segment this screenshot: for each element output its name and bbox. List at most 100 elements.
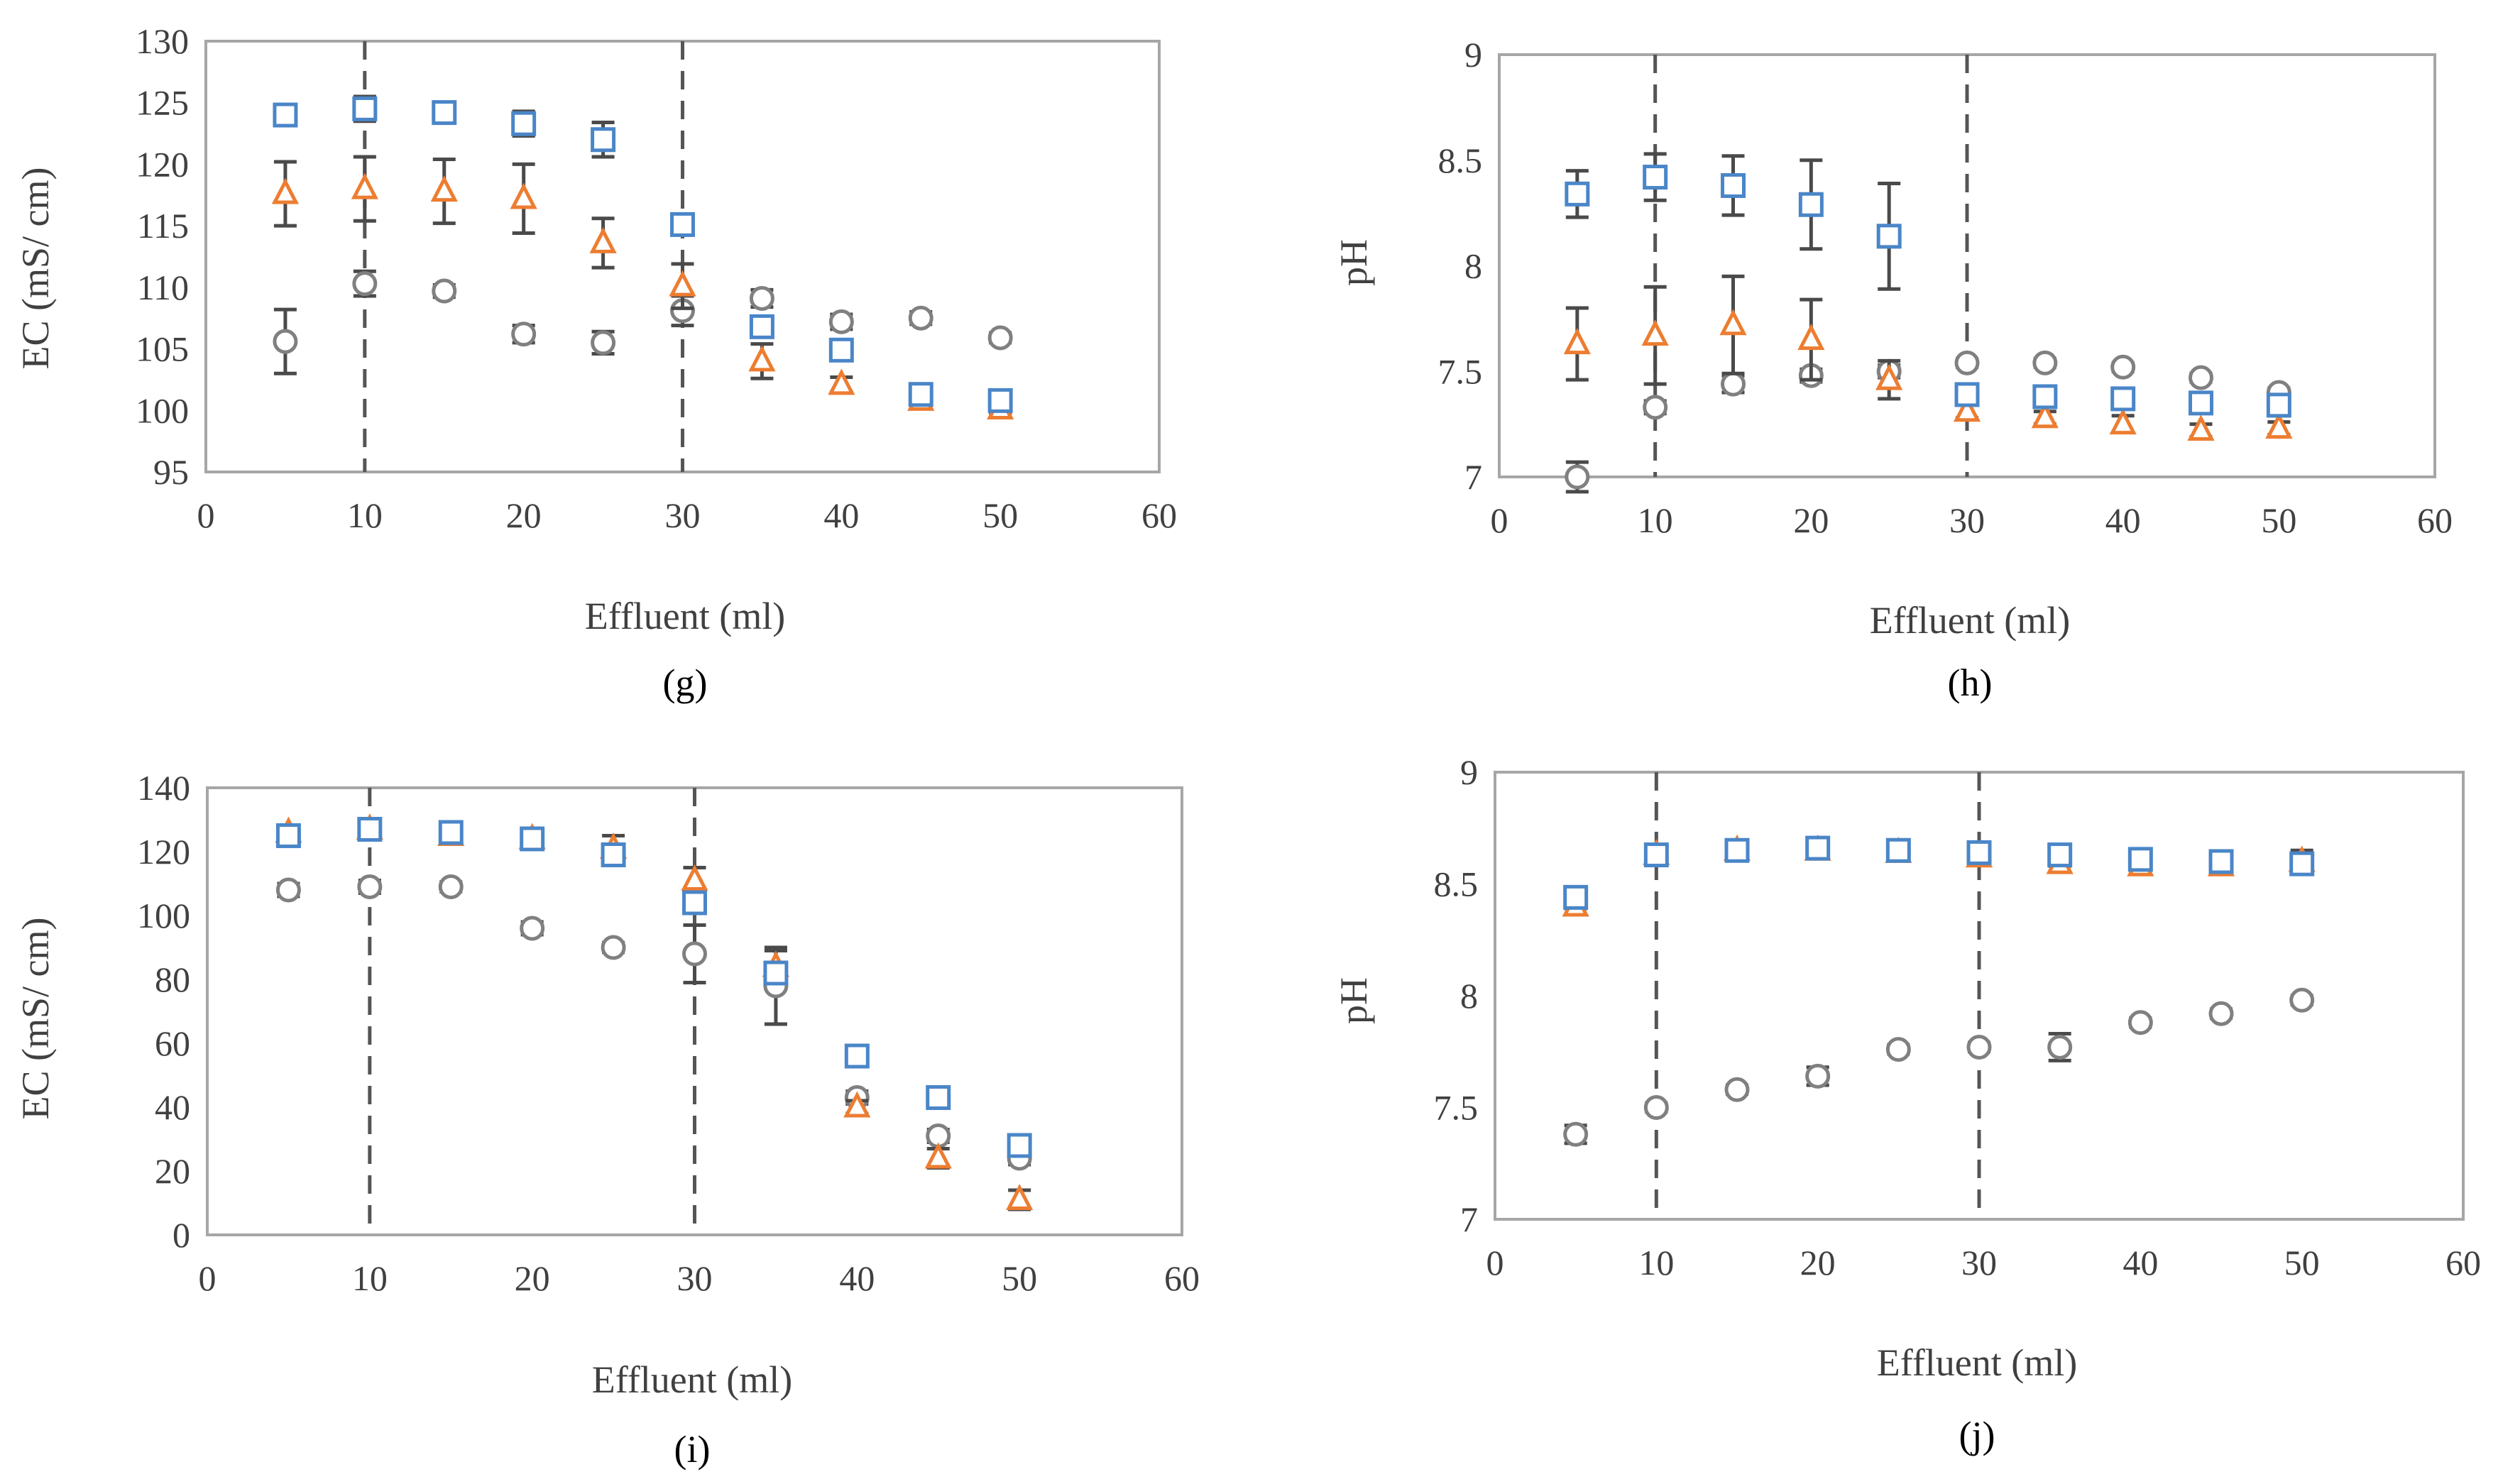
square-point <box>908 382 933 407</box>
square-point <box>2110 386 2136 412</box>
triangle-point <box>1719 309 1747 336</box>
circle-point <box>438 874 464 899</box>
square-point <box>432 100 457 126</box>
panel-i-marks: 0 10 20 30 40 50 60 0 20 40 60 80 100 120 140 <box>137 768 1200 1298</box>
square-point <box>2208 849 2234 874</box>
square-point <box>763 960 789 986</box>
square-point <box>2266 392 2291 418</box>
y-tick-label: 95 <box>153 452 189 492</box>
x-tick-label: 10 <box>1638 1243 1674 1282</box>
y-tick-label: 0 <box>172 1215 190 1255</box>
y-tick-label: 40 <box>155 1087 190 1127</box>
panel-g-caption: (g) <box>663 661 708 704</box>
triangle-point <box>1006 1184 1034 1210</box>
circle-point <box>2208 1001 2234 1026</box>
square-point <box>438 820 464 845</box>
square-point <box>844 1043 870 1069</box>
square-series-group <box>273 94 1013 413</box>
circle-point <box>987 325 1013 351</box>
x-tick-label: 20 <box>1800 1243 1836 1282</box>
square-point <box>357 817 383 842</box>
y-tick-label: 120 <box>137 832 190 872</box>
triangle-point <box>924 1142 952 1169</box>
triangle-point <box>748 345 776 372</box>
square-point <box>828 337 854 363</box>
circle-point <box>1724 1077 1750 1102</box>
triangle-point <box>1797 324 1825 351</box>
triangle-point <box>1563 328 1591 355</box>
y-tick-label: 8.5 <box>1438 141 1483 180</box>
y-tick-label: 125 <box>136 83 189 123</box>
triangle-point <box>351 172 378 199</box>
square-point <box>1954 382 1980 407</box>
x-tick-label: 20 <box>506 495 542 535</box>
panel-g-marks: 0 10 20 30 40 50 60 95 100 105 110 115 120 125 130 <box>136 21 1177 535</box>
square-point <box>2047 842 2073 868</box>
panel-i: 0 10 20 30 40 50 60 0 20 40 60 80 100 120 140 EC (mS/ … <box>14 768 1200 1471</box>
circle-point <box>749 285 774 311</box>
y-tick-label: 80 <box>155 960 190 999</box>
triangle-point <box>669 270 696 297</box>
panel-h-ylabel: pH <box>1332 239 1375 286</box>
y-tick-label: 8 <box>1460 976 1478 1016</box>
y-tick-label: 60 <box>155 1023 190 1063</box>
triangle-point <box>681 864 708 891</box>
circle-point <box>1565 464 1590 490</box>
circle-point <box>2047 1034 2073 1060</box>
square-point <box>1643 842 1669 868</box>
panel-g-xlabel: Effluent (ml) <box>585 595 785 637</box>
y-tick-label: 105 <box>136 329 189 369</box>
square-point <box>749 314 774 339</box>
square-point <box>2289 851 2315 876</box>
square-point <box>511 111 537 136</box>
square-point <box>1565 181 1590 207</box>
circle-point <box>432 278 457 304</box>
square-point <box>2189 390 2213 416</box>
circle-point <box>2110 354 2136 380</box>
panel-g: 0 10 20 30 40 50 60 95 100 105 110 115 120 125 130 EC … <box>14 21 1177 704</box>
square-point <box>987 388 1013 413</box>
x-tick-label: 50 <box>2261 500 2296 540</box>
circle-point <box>2127 1010 2153 1035</box>
triangle-point <box>589 226 617 253</box>
panel-i-caption: (i) <box>674 1428 711 1471</box>
panel-h-marks: 0 10 20 30 40 50 60 7 7.5 8 8.5 9 <box>1438 35 2453 540</box>
x-tick-label: 40 <box>823 495 859 535</box>
circle-point <box>1805 1063 1831 1089</box>
circle-series-group <box>275 874 1032 1171</box>
square-point <box>926 1085 951 1110</box>
circle-point <box>352 271 378 297</box>
panel-h-caption: (h) <box>1948 661 1993 704</box>
square-point <box>670 211 695 237</box>
circle-point <box>273 329 298 354</box>
x-tick-label: 20 <box>1793 500 1829 540</box>
y-tick-label: 9 <box>1460 752 1478 792</box>
triangle-point <box>843 1091 871 1118</box>
circle-point <box>828 309 854 334</box>
y-tick-label: 20 <box>155 1151 190 1191</box>
x-tick-label: 40 <box>2105 500 2141 540</box>
x-tick-label: 0 <box>197 495 215 535</box>
triangle-point <box>510 182 537 209</box>
panel-h-xlabel: Effluent (ml) <box>1870 599 2070 642</box>
circle-point <box>1885 1037 1911 1062</box>
panel-g-ylabel: EC (mS/ cm) <box>14 167 57 370</box>
square-point <box>1007 1133 1032 1158</box>
panel-j-caption: (j) <box>1959 1414 1995 1456</box>
panel-j-xlabel: Effluent (ml) <box>1877 1341 2077 1384</box>
square-point <box>682 890 707 916</box>
circle-point <box>1563 1121 1589 1147</box>
circle-point <box>682 941 707 967</box>
square-series-group <box>1563 835 2315 910</box>
x-tick-label: 30 <box>1961 1243 1997 1282</box>
circle-point <box>520 916 545 941</box>
triangle-series-group <box>271 155 1014 420</box>
square-point <box>1724 837 1750 863</box>
circle-point <box>1721 371 1746 397</box>
circle-series-group <box>1563 987 2315 1147</box>
panel-i-ylabel: EC (mS/ cm) <box>14 918 57 1120</box>
x-tick-label: 10 <box>347 495 383 535</box>
circle-point <box>357 874 383 899</box>
y-tick-label: 7 <box>1464 457 1482 497</box>
